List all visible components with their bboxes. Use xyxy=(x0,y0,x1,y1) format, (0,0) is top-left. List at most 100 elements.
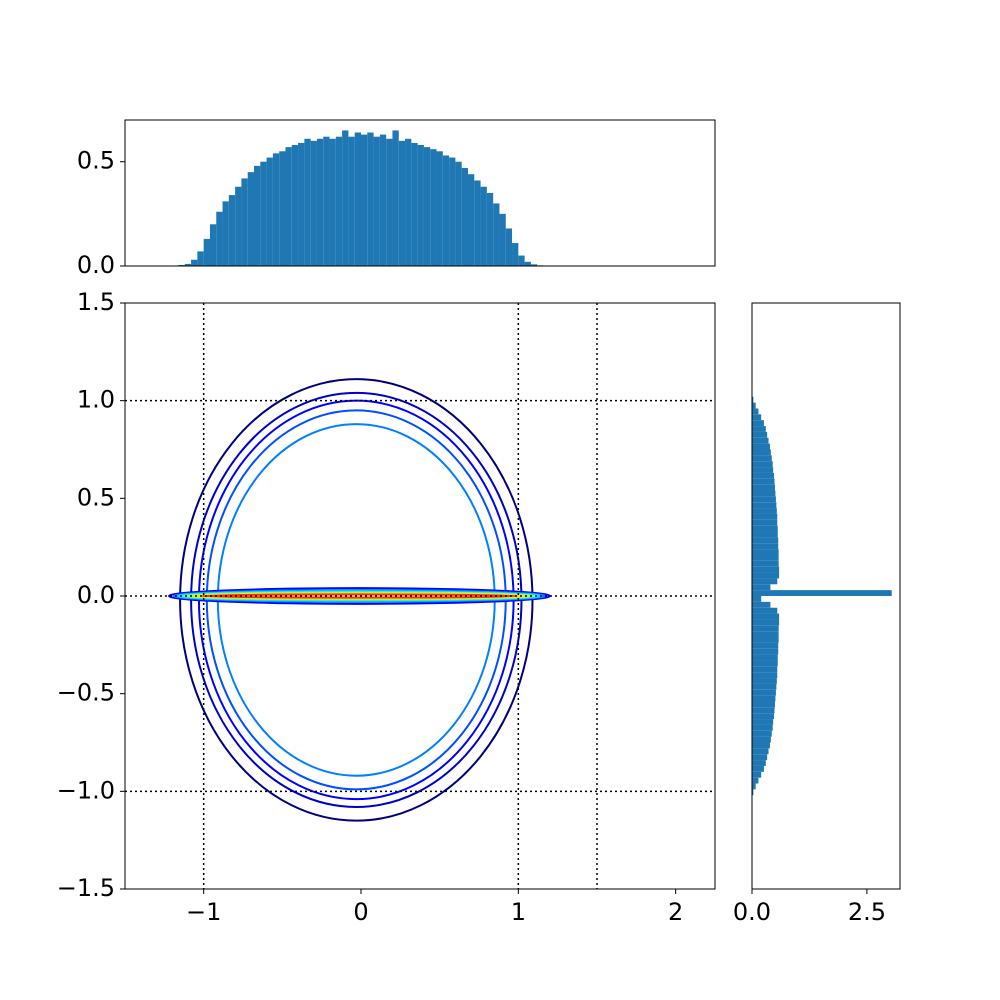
y-tick-label: 0.5 xyxy=(77,147,115,175)
histogram-bar xyxy=(455,161,462,266)
histogram-bar xyxy=(752,513,778,520)
histogram-bar xyxy=(373,136,380,266)
histogram-bar xyxy=(430,149,437,266)
histogram-bar xyxy=(436,151,443,266)
histogram-bar xyxy=(752,584,771,591)
histogram-bar xyxy=(411,142,418,266)
histogram-bar xyxy=(752,771,762,778)
histogram-bar xyxy=(499,213,506,266)
histogram-bar xyxy=(752,754,768,761)
histogram-bar xyxy=(474,180,481,266)
histogram-bar xyxy=(518,255,525,266)
histogram-bar xyxy=(398,140,406,266)
histogram-bar xyxy=(335,136,343,266)
histogram-bar xyxy=(752,402,756,409)
histogram-bar xyxy=(216,211,223,266)
histogram-bar xyxy=(279,151,286,266)
histogram-bar xyxy=(752,619,780,626)
histogram-bar xyxy=(272,153,280,266)
histogram-bar xyxy=(752,637,779,643)
contour-line xyxy=(168,587,551,605)
x-tick-label: 2 xyxy=(668,898,683,926)
histogram-bar xyxy=(752,748,769,755)
histogram-bar xyxy=(184,263,192,266)
histogram-bar xyxy=(752,590,892,596)
histogram-bar xyxy=(235,186,242,266)
histogram-bar xyxy=(291,145,299,266)
histogram-bar xyxy=(752,519,778,526)
histogram-bar xyxy=(197,251,204,266)
histogram-bar xyxy=(752,537,779,544)
histogram-bar xyxy=(752,631,779,638)
histogram-bar xyxy=(752,572,780,579)
histogram-bar xyxy=(348,136,355,266)
histogram-bar xyxy=(752,549,779,555)
histogram-bar xyxy=(752,642,779,649)
histogram-bar xyxy=(304,138,311,266)
histogram-bar xyxy=(752,730,772,737)
histogram-bar xyxy=(323,136,330,266)
histogram-bar xyxy=(342,130,349,266)
histogram-bar xyxy=(329,138,336,266)
histogram-bar xyxy=(752,648,779,655)
y-tick-label: 0.5 xyxy=(77,483,115,511)
y-tick-label: 1.0 xyxy=(77,386,115,414)
histogram-bar xyxy=(442,155,450,266)
histogram-bar xyxy=(752,431,768,438)
histogram-bar xyxy=(752,461,773,468)
histogram-bar xyxy=(752,678,777,684)
histogram-bar xyxy=(285,147,292,266)
histogram-bar xyxy=(752,689,776,696)
histogram-bar xyxy=(241,178,248,266)
x-tick-label: −1 xyxy=(186,898,221,926)
histogram-bar xyxy=(752,760,766,766)
histogram-bar xyxy=(752,607,778,614)
histogram-bar xyxy=(752,449,771,456)
histogram-bar xyxy=(752,724,773,731)
histogram-bar xyxy=(254,165,261,266)
histogram-bar xyxy=(505,228,513,266)
histogram-bar xyxy=(752,777,759,784)
histogram-bar xyxy=(752,543,779,550)
histogram-bar xyxy=(752,508,777,514)
histogram-bar xyxy=(752,472,775,479)
histogram-bar xyxy=(752,478,775,485)
histogram-bar xyxy=(379,134,387,266)
histogram-bar xyxy=(222,201,229,266)
histogram-bar xyxy=(386,138,393,266)
histogram-bar xyxy=(298,142,305,266)
y-tick-label: −1.0 xyxy=(57,776,115,804)
histogram-bar xyxy=(405,138,412,266)
histogram-bar xyxy=(191,259,198,266)
histogram-bar xyxy=(752,502,777,509)
histogram-bar xyxy=(752,484,775,491)
histogram-bar xyxy=(752,701,775,708)
histogram-bar xyxy=(752,455,772,462)
histogram-bar xyxy=(752,467,774,473)
histogram-bar xyxy=(752,414,762,421)
histogram-bar xyxy=(209,224,217,266)
histogram-bar xyxy=(752,736,771,743)
histogram-bar xyxy=(752,765,764,772)
histogram-bar xyxy=(524,261,531,266)
histogram-bar xyxy=(752,625,779,632)
x-tick-label: 0 xyxy=(353,898,368,926)
histogram-bar xyxy=(480,186,487,266)
histogram-bar xyxy=(493,203,500,266)
plot-area xyxy=(752,390,892,802)
plot-area xyxy=(172,130,550,266)
histogram-bar xyxy=(392,130,399,266)
histogram-bar xyxy=(752,531,778,538)
histogram-bar xyxy=(203,238,210,266)
histogram-bar xyxy=(752,783,756,790)
histogram-bar xyxy=(247,172,255,266)
histogram-bar xyxy=(752,596,762,602)
histogram-bar xyxy=(178,264,185,266)
histogram-bar xyxy=(752,396,754,403)
histogram-bar xyxy=(367,132,374,266)
y-tick-label: −1.5 xyxy=(57,874,115,902)
histogram-bar xyxy=(752,496,776,503)
histogram-bar xyxy=(752,420,764,427)
histogram-bar xyxy=(752,560,779,567)
